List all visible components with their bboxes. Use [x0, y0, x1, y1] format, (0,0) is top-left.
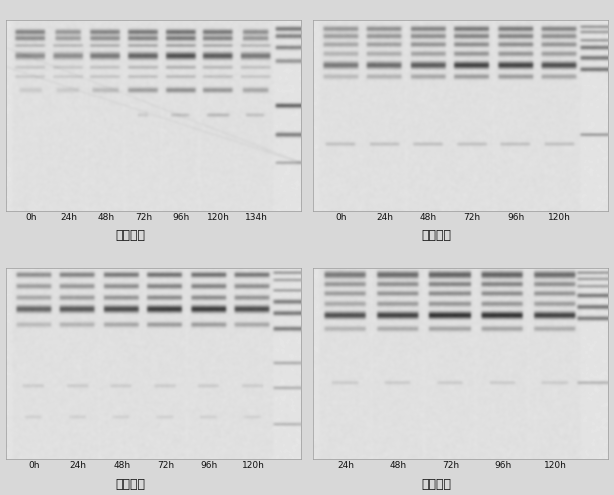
- Text: 120h: 120h: [544, 461, 567, 470]
- Text: 第三阶段: 第三阶段: [115, 478, 145, 491]
- Text: 第二阶段: 第二阶段: [422, 229, 452, 243]
- Text: 134h: 134h: [244, 212, 268, 222]
- Text: 第四阶段: 第四阶段: [422, 478, 452, 491]
- Text: 120h: 120h: [241, 461, 265, 470]
- Text: 96h: 96h: [201, 461, 218, 470]
- Text: 48h: 48h: [420, 212, 437, 222]
- Text: 48h: 48h: [113, 461, 130, 470]
- Text: 120h: 120h: [207, 212, 230, 222]
- Text: 120h: 120h: [548, 212, 571, 222]
- Text: 第一阶段: 第一阶段: [115, 229, 145, 243]
- Text: 24h: 24h: [60, 212, 77, 222]
- Text: 72h: 72h: [135, 212, 152, 222]
- Text: 0h: 0h: [25, 212, 37, 222]
- Text: 72h: 72h: [157, 461, 174, 470]
- Text: 96h: 96h: [507, 212, 524, 222]
- Text: 72h: 72h: [464, 212, 481, 222]
- Text: 24h: 24h: [376, 212, 394, 222]
- Text: 0h: 0h: [335, 212, 347, 222]
- Text: 48h: 48h: [98, 212, 115, 222]
- Text: 48h: 48h: [389, 461, 406, 470]
- Text: 72h: 72h: [442, 461, 459, 470]
- Text: 0h: 0h: [29, 461, 40, 470]
- Text: 96h: 96h: [173, 212, 190, 222]
- Text: 96h: 96h: [494, 461, 511, 470]
- Text: 24h: 24h: [337, 461, 354, 470]
- Text: 24h: 24h: [69, 461, 87, 470]
